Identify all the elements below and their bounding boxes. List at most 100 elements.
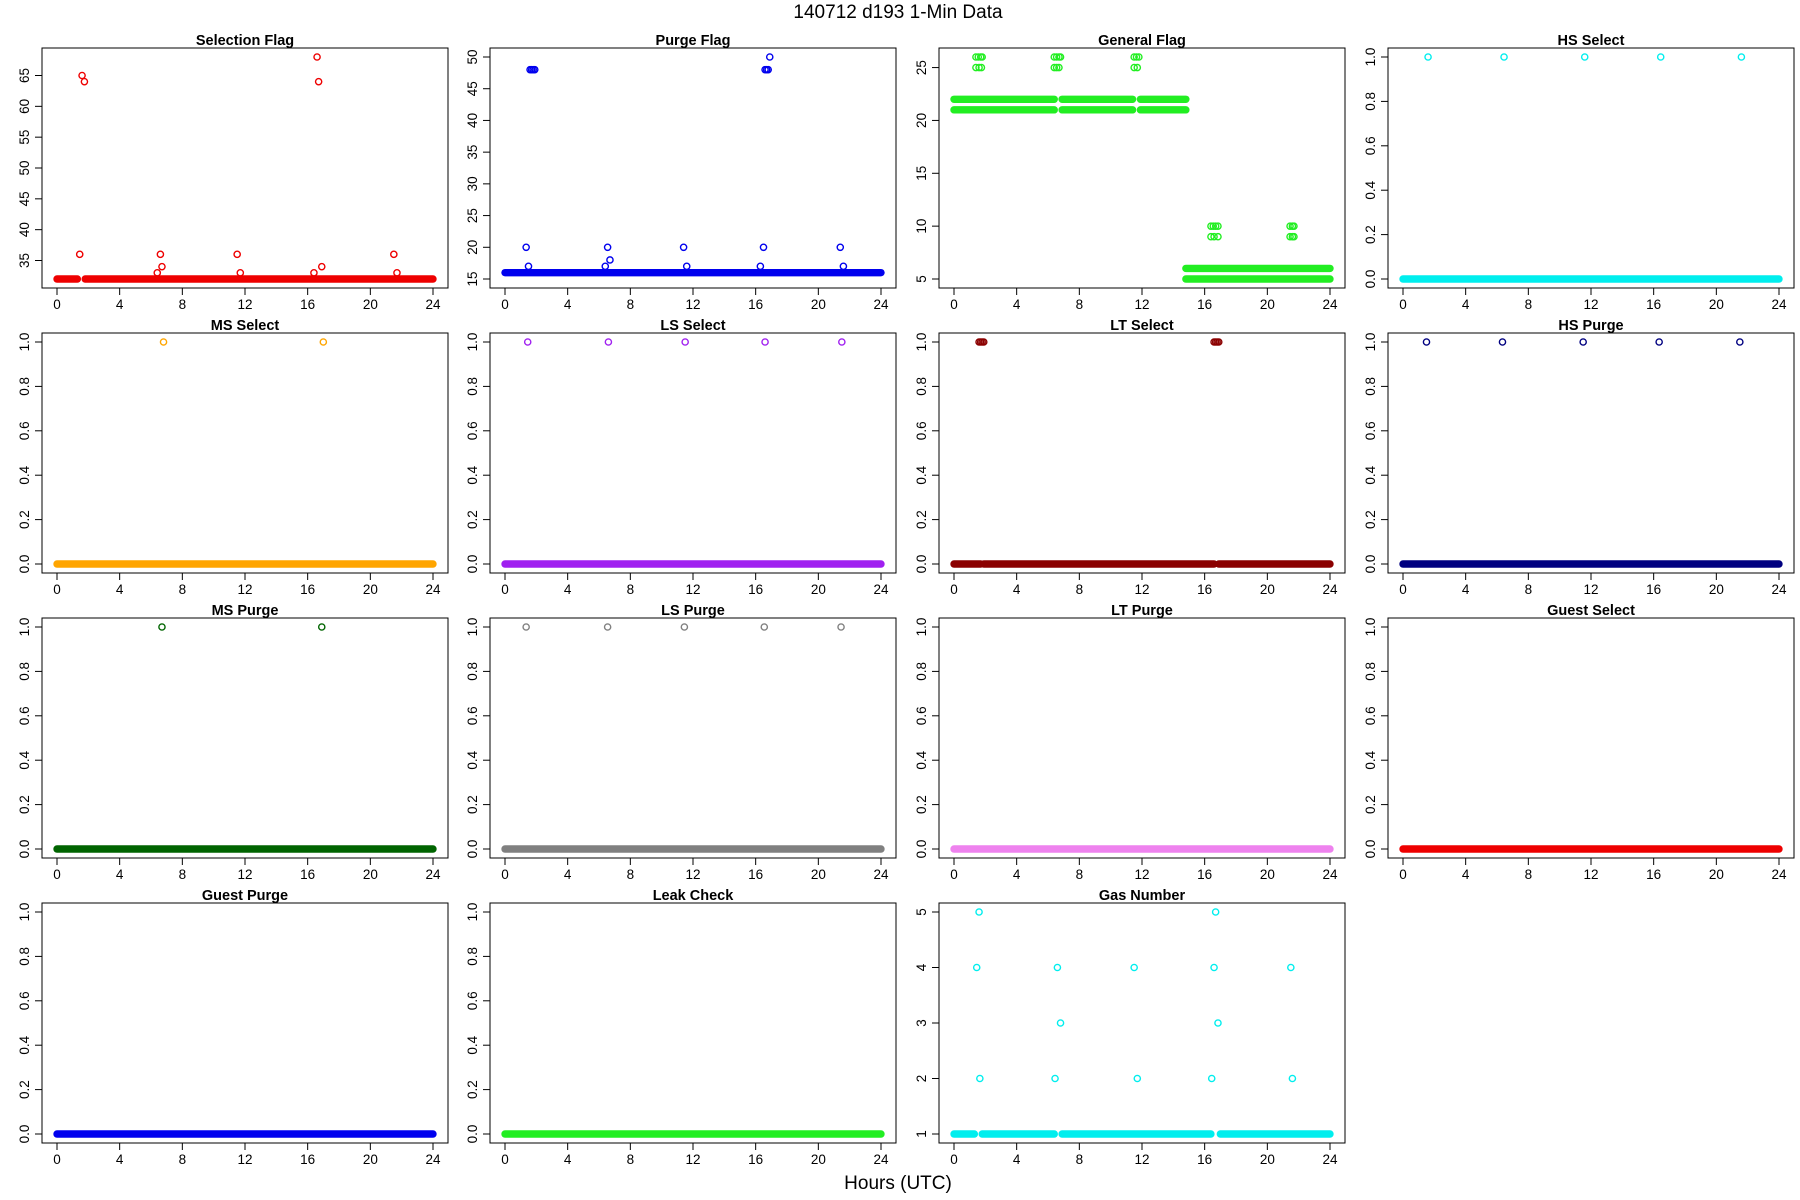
x-tick-label: 0 [1399,582,1407,597]
x-tick-label: 12 [685,1152,700,1167]
x-tick-label: 0 [950,1152,958,1167]
data-point [80,77,89,86]
y-tick-label: 0.0 [465,555,480,574]
x-tick-label: 24 [873,297,889,312]
y-tick-label: 0.0 [914,555,929,574]
y-tick-label: 25 [465,208,480,223]
y-tick-label: 1.0 [17,333,32,352]
y-tick-label: 0.4 [1363,180,1378,199]
data-point [530,65,539,74]
y-axis: 0.0 0.2 0.4 0.6 0.8 1.0 [17,903,43,1143]
x-tick-label: 20 [363,867,378,882]
data-point [1286,232,1294,241]
plot-frame [41,617,449,859]
x-tick-label: 8 [1076,1152,1084,1167]
x-tick-label: 24 [425,867,441,882]
x-tick-label: 4 [1462,297,1470,312]
y-tick-label: 30 [465,176,480,191]
y-tick-label: 0.2 [1363,225,1378,244]
data-point [78,71,86,80]
data-point [1056,53,1065,61]
panel-title: MS Select [211,318,280,334]
data-point [1052,53,1061,61]
plot-frame [41,332,449,574]
y-axis: 0.0 0.2 0.4 0.6 0.8 1.0 [914,618,940,858]
data-point [1290,232,1298,241]
data-point [978,53,987,61]
data-point [75,250,84,259]
plot-frame [489,617,897,859]
y-tick-label: 0.8 [914,377,929,396]
x-tick-label: 24 [1771,582,1787,597]
data-points [950,908,1334,1138]
data-points [950,338,1334,568]
x-tick-label: 12 [685,297,700,312]
panel-title: Guest Select [1547,603,1635,619]
plot-frame [489,902,897,1144]
data-point [1580,53,1589,61]
x-tick-label: 20 [1260,582,1275,597]
y-tick-label: 0.0 [1363,840,1378,859]
y-tick-label: 1.0 [17,903,32,922]
y-tick-label: 1.0 [914,618,929,637]
y-tick-label: 5 [914,908,929,916]
plot-frame [938,47,1346,289]
data-point [1214,338,1223,346]
data-point [975,63,983,72]
x-tick-label: 16 [300,297,315,312]
y-tick-label: 0.8 [465,947,480,966]
y-tick-label: 0.8 [17,947,32,966]
panel-general-flag: General Flag 0 4 8 12 16 20 24 5 10 15 20 25 [914,33,1346,312]
y-tick-label: 0.4 [465,1035,480,1054]
data-point [1656,53,1665,61]
data-point [604,338,613,346]
panel-hs-purge: HS Purge 0 4 8 12 16 20 24 0.0 0.2 0.4 0.6 0.8 1.0 [1363,318,1795,597]
data-point [972,63,980,72]
x-tick-label: 0 [950,297,958,312]
data-points [53,338,437,568]
x-tick-label: 20 [811,582,826,597]
y-tick-label: 0.4 [1363,465,1378,484]
x-tick-label: 4 [1013,867,1021,882]
panel-selection-flag: Selection Flag 0 4 8 12 16 20 24 35 40 45 50 55 60 65 [17,33,449,312]
panel-title: Leak Check [653,888,735,904]
data-point [314,77,323,86]
panel-leak-check: Leak Check 0 4 8 12 16 20 24 0.0 0.2 0.4 0.6 0.8 1.0 [465,888,897,1167]
data-point [1135,53,1143,61]
x-tick-label: 24 [1322,582,1338,597]
data-point [1055,63,1063,72]
y-axis: 0.0 0.2 0.4 0.6 0.8 1.0 [465,618,491,858]
x-tick-label: 12 [237,1152,252,1167]
y-tick-label: 0.2 [1363,510,1378,529]
y-tick-label: 0.8 [1363,377,1378,396]
x-tick-label: 16 [300,867,315,882]
x-tick-label: 8 [1076,297,1084,312]
data-point [756,262,765,271]
y-tick-label: 10 [914,219,929,234]
data-point [1286,222,1294,230]
x-tick-label: 12 [1134,1152,1149,1167]
x-tick-label: 20 [1709,867,1724,882]
y-axis: 0.0 0.2 0.4 0.6 0.8 1.0 [17,333,43,573]
y-tick-label: 0.4 [465,750,480,769]
panel-lt-select: LT Select 0 4 8 12 16 20 24 0.0 0.2 0.4 0.6 0.8 1.0 [914,318,1346,597]
x-tick-label: 12 [685,582,700,597]
data-points [53,623,437,853]
y-tick-label: 0.2 [465,795,480,814]
x-tick-label: 0 [1399,867,1407,882]
y-tick-label: 0.0 [1363,555,1378,574]
x-tick-label: 4 [564,1152,572,1167]
data-point [317,623,326,631]
x-tick-label: 4 [1013,1152,1021,1167]
x-tick-label: 16 [1197,582,1212,597]
data-point [1133,63,1142,72]
panel-title: Purge Flag [656,33,731,49]
x-tick-label: 4 [564,297,572,312]
panel-title: HS Purge [1558,318,1623,334]
x-tick-label: 24 [1322,297,1338,312]
x-tick-label: 0 [950,867,958,882]
x-tick-label: 20 [811,297,826,312]
x-tick-label: 12 [237,297,252,312]
